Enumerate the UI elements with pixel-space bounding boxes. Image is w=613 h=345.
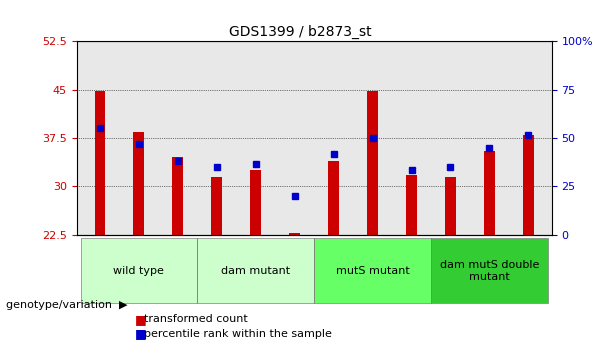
Text: wild type: wild type: [113, 266, 164, 276]
FancyBboxPatch shape: [314, 238, 431, 304]
Bar: [445, 177, 456, 235]
Bar: [289, 233, 300, 235]
Text: percentile rank within the sample: percentile rank within the sample: [144, 329, 332, 338]
Bar: [406, 175, 417, 235]
Text: transformed count: transformed count: [144, 314, 248, 324]
Bar: [250, 170, 261, 235]
Text: ■: ■: [135, 313, 147, 326]
Bar: [484, 151, 495, 235]
Text: GDS1399 / b2873_st: GDS1399 / b2873_st: [229, 25, 371, 39]
Text: genotype/variation  ▶: genotype/variation ▶: [6, 300, 128, 310]
FancyBboxPatch shape: [80, 238, 197, 304]
Bar: [211, 177, 223, 235]
Bar: [134, 131, 145, 235]
FancyBboxPatch shape: [197, 238, 314, 304]
Bar: [523, 135, 534, 235]
Text: ■: ■: [135, 327, 147, 340]
FancyBboxPatch shape: [431, 238, 548, 304]
Bar: [172, 157, 183, 235]
Text: dam mutS double
mutant: dam mutS double mutant: [440, 260, 539, 282]
Bar: [328, 160, 339, 235]
Bar: [367, 91, 378, 235]
Text: dam mutant: dam mutant: [221, 266, 291, 276]
Bar: [94, 91, 105, 235]
Text: mutS mutant: mutS mutant: [336, 266, 409, 276]
